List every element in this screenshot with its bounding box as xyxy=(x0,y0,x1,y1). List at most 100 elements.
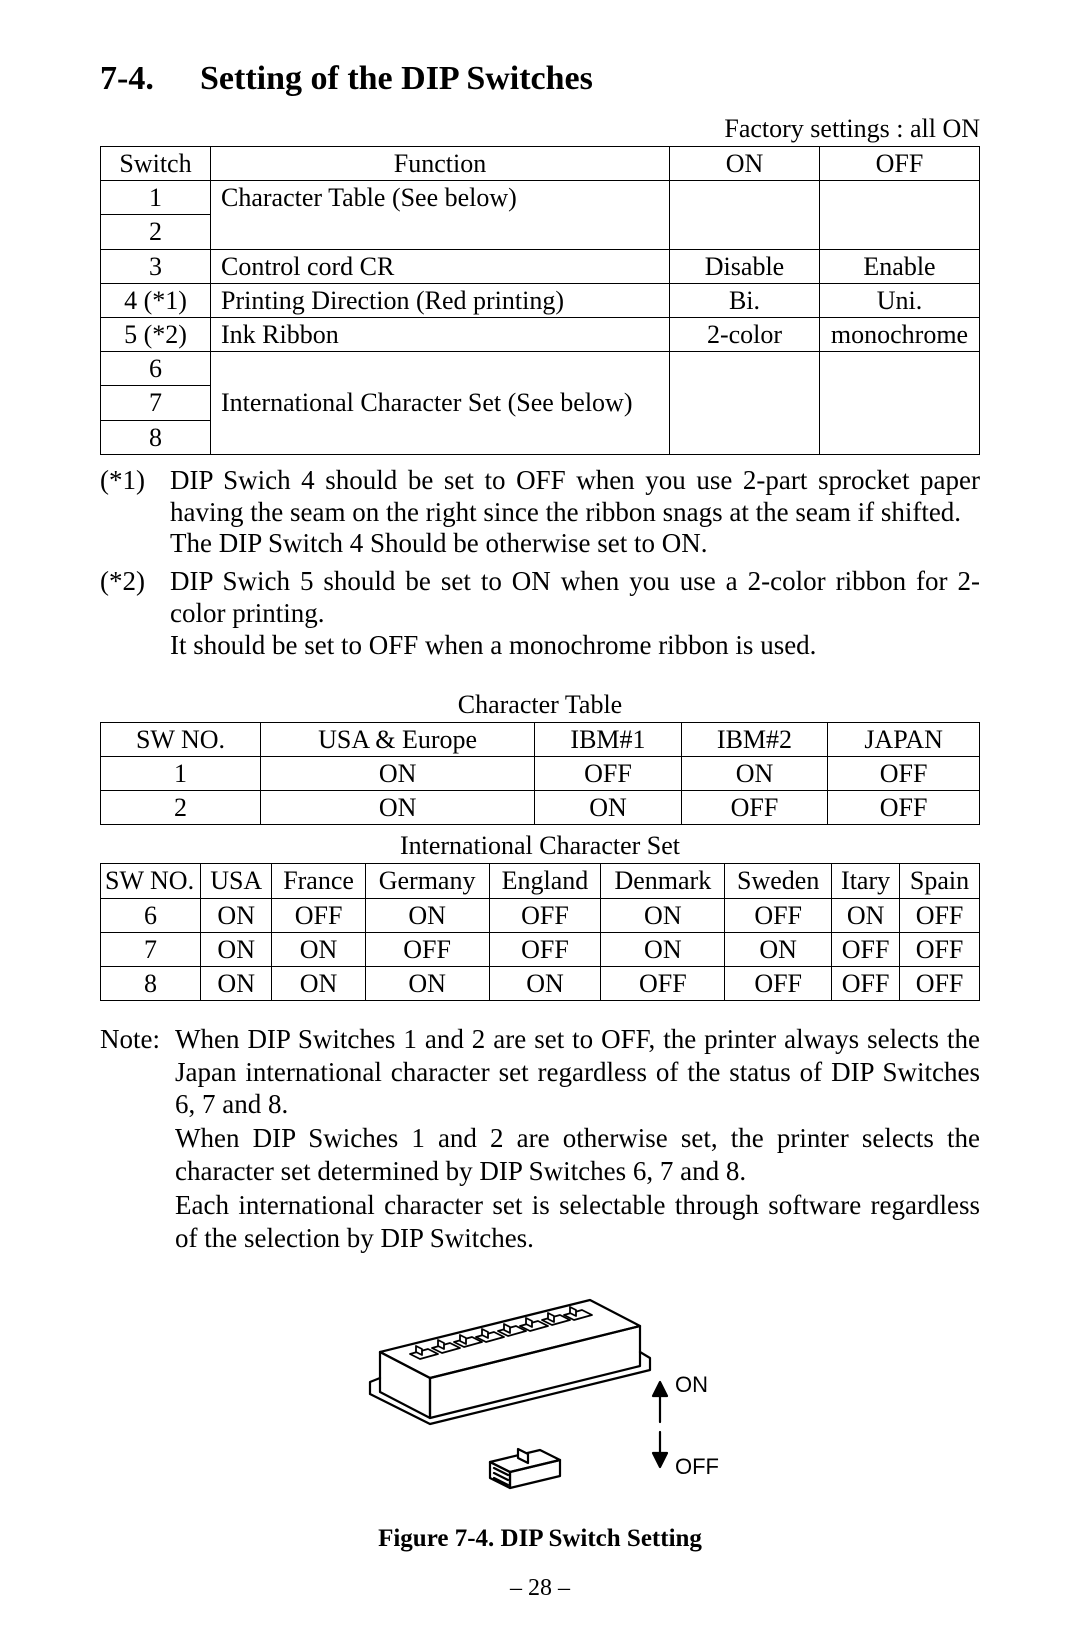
col-on: ON xyxy=(670,147,820,181)
cell: OFF xyxy=(832,932,900,966)
note-line: When DIP Switches 1 and 2 are set to OFF… xyxy=(175,1023,980,1120)
cell-on: Disable xyxy=(670,249,820,283)
cell: OFF xyxy=(489,898,601,932)
cell-switch: 2 xyxy=(101,215,211,249)
col-header: Germany xyxy=(365,864,489,898)
cell: ON xyxy=(535,791,682,825)
cell-switch: 3 xyxy=(101,249,211,283)
table-row: 3Control cord CRDisableEnable xyxy=(101,249,980,283)
cell-function: Ink Ribbon xyxy=(211,317,670,351)
cell-off xyxy=(820,181,980,249)
col-header: SW NO. xyxy=(101,864,201,898)
page-number: – 28 – xyxy=(100,1575,980,1602)
col-header: JAPAN xyxy=(828,722,980,756)
col-header: Denmark xyxy=(601,864,725,898)
dip-switch-table: Switch Function ON OFF 1Character Table … xyxy=(100,146,980,455)
col-header: IBM#1 xyxy=(535,722,682,756)
col-header: France xyxy=(272,864,365,898)
cell: 7 xyxy=(101,932,201,966)
cell: OFF xyxy=(681,791,828,825)
cell: 1 xyxy=(101,757,261,791)
footnote-body: DIP Swich 5 should be set to ON when you… xyxy=(170,566,980,662)
table-row: 6ONOFFONOFFONOFFONOFF xyxy=(101,898,980,932)
cell-on xyxy=(670,352,820,455)
cell: ON xyxy=(201,966,272,1000)
cell: ON xyxy=(261,757,535,791)
table-row: 8ONONONONOFFOFFOFFOFF xyxy=(101,966,980,1000)
col-header: SW NO. xyxy=(101,722,261,756)
col-header: England xyxy=(489,864,601,898)
cell: ON xyxy=(725,932,832,966)
col-function: Function xyxy=(211,147,670,181)
cell-switch: 5 (*2) xyxy=(101,317,211,351)
col-header: Spain xyxy=(900,864,980,898)
cell: ON xyxy=(681,757,828,791)
cell: OFF xyxy=(489,932,601,966)
figure-caption: Figure 7-4. DIP Switch Setting xyxy=(100,1525,980,1553)
cell: ON xyxy=(272,966,365,1000)
col-header: USA & Europe xyxy=(261,722,535,756)
table-row: 4 (*1)Printing Direction (Red printing)B… xyxy=(101,283,980,317)
cell: OFF xyxy=(601,966,725,1000)
cell-switch: 8 xyxy=(101,420,211,454)
cell-function: Control cord CR xyxy=(211,249,670,283)
cell-on: 2-color xyxy=(670,317,820,351)
cell: OFF xyxy=(725,966,832,1000)
col-header: USA xyxy=(201,864,272,898)
footnote: (*1)DIP Swich 4 should be set to OFF whe… xyxy=(100,465,980,561)
col-header: Itary xyxy=(832,864,900,898)
col-switch: Switch xyxy=(101,147,211,181)
table-row: 1Character Table (See below) xyxy=(101,181,980,215)
col-header: IBM#2 xyxy=(681,722,828,756)
character-table-caption: Character Table xyxy=(100,690,980,720)
cell: ON xyxy=(365,966,489,1000)
cell-off: monochrome xyxy=(820,317,980,351)
note-block: Note: When DIP Switches 1 and 2 are set … xyxy=(100,1023,980,1256)
cell: 8 xyxy=(101,966,201,1000)
dip-switch-illustration-icon: ON OFF xyxy=(340,1282,740,1502)
note-line: Each international character set is sele… xyxy=(175,1189,980,1254)
section-title: Setting of the DIP Switches xyxy=(200,60,593,98)
footnote-line: DIP Swich 4 should be set to OFF when yo… xyxy=(170,465,980,529)
footnote-line: It should be set to OFF when a monochrom… xyxy=(170,630,980,662)
note-label: Note: xyxy=(100,1023,175,1256)
cell: OFF xyxy=(832,966,900,1000)
cell: OFF xyxy=(828,757,980,791)
cell: 6 xyxy=(101,898,201,932)
cell: OFF xyxy=(535,757,682,791)
footnote-line: DIP Swich 5 should be set to ON when you… xyxy=(170,566,980,630)
cell-switch: 1 xyxy=(101,181,211,215)
cell-off: Uni. xyxy=(820,283,980,317)
off-label: OFF xyxy=(675,1454,719,1479)
cell: 2 xyxy=(101,791,261,825)
cell: OFF xyxy=(900,898,980,932)
cell-function: International Character Set (See below) xyxy=(211,352,670,455)
cell-function: Character Table (See below) xyxy=(211,181,670,249)
cell-switch: 4 (*1) xyxy=(101,283,211,317)
table-row: 2ONONOFFOFF xyxy=(101,791,980,825)
cell: ON xyxy=(601,898,725,932)
cell-on: Bi. xyxy=(670,283,820,317)
intl-character-table: SW NO.USAFranceGermanyEnglandDenmarkSwed… xyxy=(100,863,980,1001)
cell: ON xyxy=(489,966,601,1000)
footnote-label: (*1) xyxy=(100,465,170,561)
col-header: Sweden xyxy=(725,864,832,898)
figure-dip-switch: ON OFF Figure 7-4. DIP Switch Setting xyxy=(100,1282,980,1553)
table-row: 1ONOFFONOFF xyxy=(101,757,980,791)
on-label: ON xyxy=(675,1372,708,1397)
footnote-body: DIP Swich 4 should be set to OFF when yo… xyxy=(170,465,980,561)
cell: ON xyxy=(201,898,272,932)
cell: ON xyxy=(272,932,365,966)
cell: OFF xyxy=(272,898,365,932)
footnote-label: (*2) xyxy=(100,566,170,662)
cell: ON xyxy=(201,932,272,966)
section-heading: 7-4. Setting of the DIP Switches xyxy=(100,60,980,98)
intl-table-caption: International Character Set xyxy=(100,831,980,861)
cell-off: Enable xyxy=(820,249,980,283)
cell-switch: 6 xyxy=(101,352,211,386)
character-table: SW NO.USA & EuropeIBM#1IBM#2JAPAN 1ONOFF… xyxy=(100,722,980,826)
cell-switch: 7 xyxy=(101,386,211,420)
cell: OFF xyxy=(828,791,980,825)
cell: OFF xyxy=(725,898,832,932)
col-off: OFF xyxy=(820,147,980,181)
